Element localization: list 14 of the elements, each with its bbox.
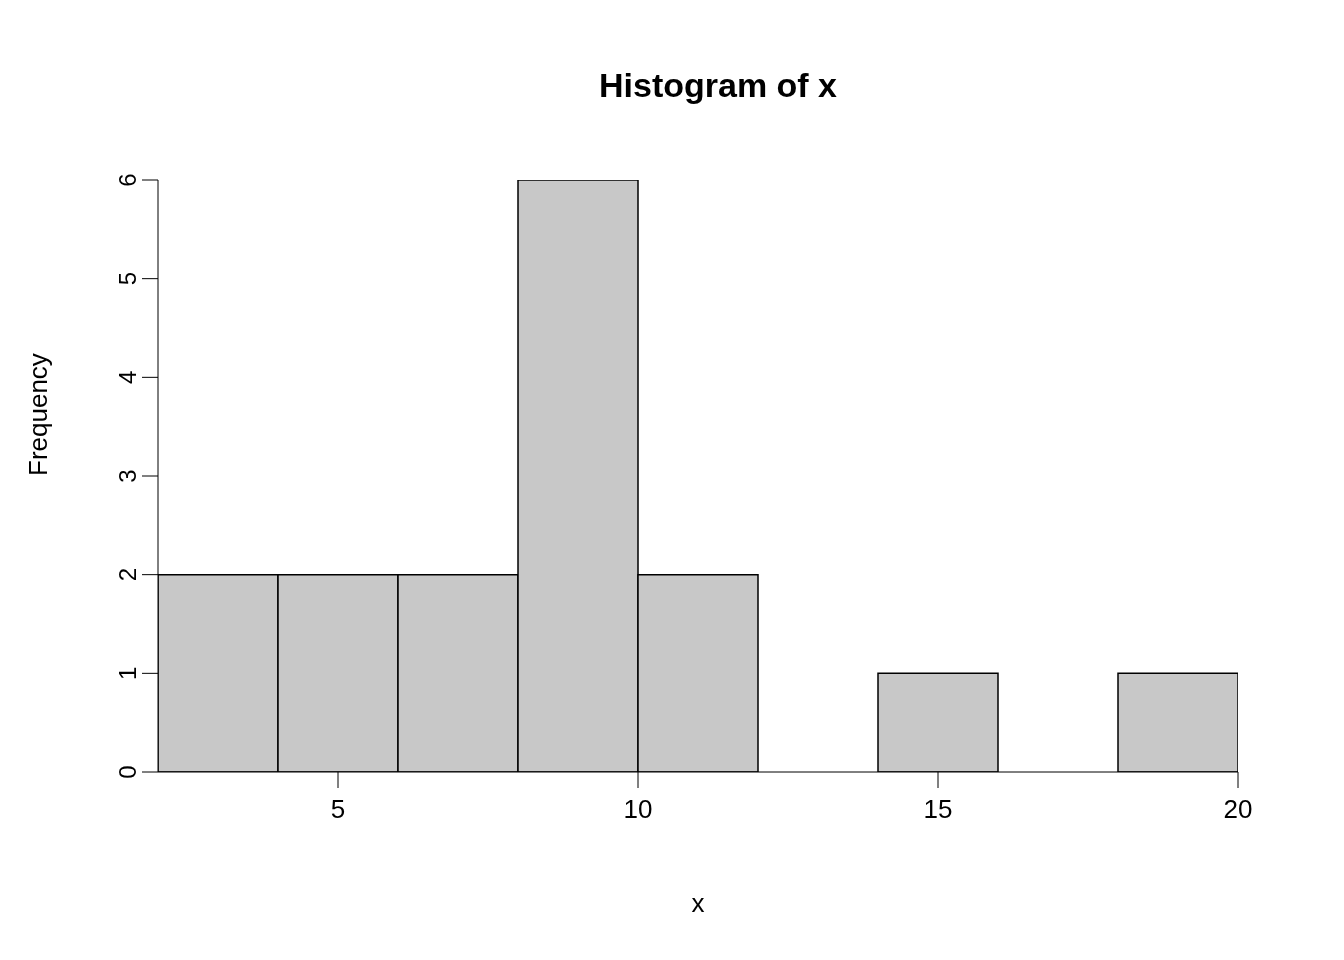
x-tick-label: 10 bbox=[623, 794, 653, 825]
y-tick-label: 0 bbox=[114, 765, 141, 779]
y-axis-title: Frequency bbox=[23, 353, 54, 476]
y-tick-label: 6 bbox=[114, 173, 141, 187]
y-tick-label: 2 bbox=[114, 567, 141, 582]
y-tick-label: 3 bbox=[114, 469, 141, 483]
y-tick-label: 5 bbox=[114, 271, 141, 286]
x-axis-title: x bbox=[691, 888, 705, 918]
chart-title: Histogram of x bbox=[597, 66, 838, 105]
x-tick-label: 15 bbox=[923, 794, 953, 825]
y-tick-label: 4 bbox=[114, 370, 141, 385]
x-tick-label: 20 bbox=[1223, 794, 1253, 825]
x-tick-label: 5 bbox=[330, 794, 346, 825]
y-tick-label: 1 bbox=[114, 666, 141, 681]
